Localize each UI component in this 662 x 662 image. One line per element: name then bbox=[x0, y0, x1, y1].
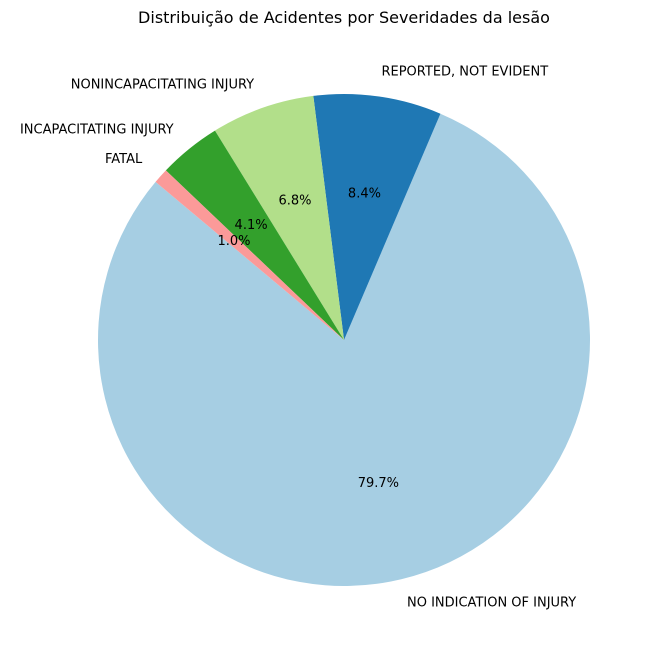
pie-slice-nonincapacitating-injury bbox=[214, 95, 344, 340]
slice-label-incapacitating-injury: INCAPACITATING INJURY bbox=[20, 122, 174, 137]
chart-title: Distribuição de Acidentes por Severidade… bbox=[138, 8, 550, 27]
pct-label-incapacitating-injury: 4.1% bbox=[235, 218, 268, 233]
slice-label-reported-not-evident: REPORTED, NOT EVIDENT bbox=[381, 65, 548, 80]
pie-slice-no-indication-of-injury bbox=[97, 113, 591, 587]
pie-slices bbox=[97, 94, 591, 587]
pie-slice-incapacitating-injury bbox=[165, 130, 344, 340]
percentage-labels: 79.7% 8.4% 6.8% 4.1%1.0% bbox=[217, 186, 399, 491]
slice-label-nonincapacitating-injury: NONINCAPACITATING INJURY bbox=[71, 77, 254, 92]
pct-label-nonincapacitating-injury: 6.8% bbox=[278, 193, 311, 208]
pie-slice-fatal bbox=[155, 170, 344, 340]
pct-label-reported-not-evident: 8.4% bbox=[348, 186, 381, 201]
pie-slice-reported-not-evident bbox=[313, 94, 441, 340]
slice-label-fatal: FATAL bbox=[105, 152, 143, 167]
slice-labels: NO INDICATION OF INJURY REPORTED, NOT EVI… bbox=[20, 65, 576, 611]
slice-label-no-indication-of-injury: NO INDICATION OF INJURY bbox=[407, 596, 576, 611]
pct-label-fatal: 1.0% bbox=[217, 234, 250, 249]
pct-label-no-indication-of-injury: 79.7% bbox=[358, 476, 399, 491]
